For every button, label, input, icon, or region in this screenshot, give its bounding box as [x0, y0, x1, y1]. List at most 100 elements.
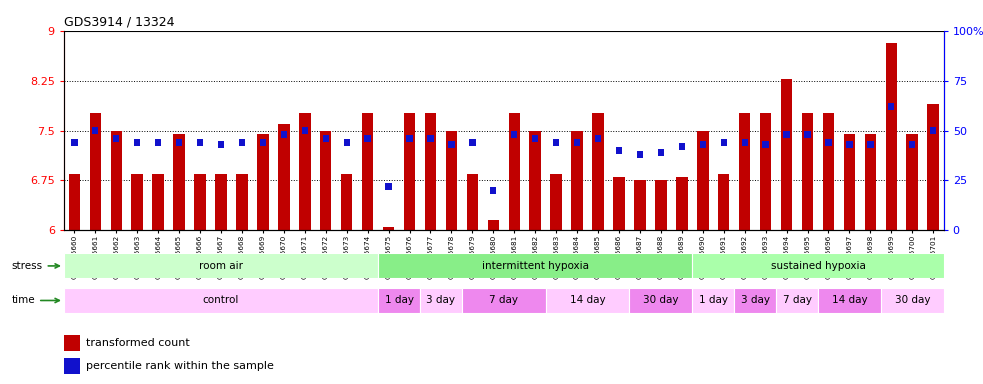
Bar — [92, 127, 98, 134]
Bar — [804, 131, 811, 138]
Bar — [629, 288, 692, 313]
Bar — [278, 124, 290, 230]
Text: intermittent hypoxia: intermittent hypoxia — [482, 261, 589, 271]
Bar — [777, 288, 818, 313]
Bar — [741, 139, 748, 146]
Bar — [867, 141, 874, 148]
Text: room air: room air — [199, 261, 243, 271]
Bar — [236, 174, 248, 230]
Bar — [843, 134, 855, 230]
Bar — [155, 139, 161, 146]
Bar — [378, 253, 692, 278]
Bar — [425, 113, 436, 230]
Bar — [692, 253, 944, 278]
Text: GDS3914 / 13324: GDS3914 / 13324 — [64, 15, 174, 28]
Bar — [676, 177, 687, 230]
Bar — [546, 288, 629, 313]
Bar — [700, 141, 706, 148]
Text: stress: stress — [12, 261, 59, 271]
Bar — [574, 139, 580, 146]
Bar — [823, 113, 835, 230]
Bar — [886, 43, 897, 230]
Bar — [64, 253, 378, 278]
Bar — [927, 104, 939, 230]
Bar — [406, 135, 413, 142]
Bar — [281, 131, 287, 138]
Bar — [110, 131, 122, 230]
Bar — [721, 139, 726, 146]
Text: sustained hypoxia: sustained hypoxia — [771, 261, 865, 271]
Bar — [382, 227, 394, 230]
Text: 3 day: 3 day — [740, 295, 770, 306]
Text: 3 day: 3 day — [427, 295, 455, 306]
Bar — [365, 135, 371, 142]
Bar — [865, 134, 876, 230]
Bar — [362, 113, 374, 230]
Bar — [553, 139, 559, 146]
Bar — [930, 127, 937, 134]
Bar — [508, 113, 520, 230]
Bar — [826, 139, 832, 146]
Bar — [302, 127, 308, 134]
Bar — [692, 288, 734, 313]
Bar — [593, 113, 604, 230]
Text: 30 day: 30 day — [895, 295, 930, 306]
Bar — [571, 131, 583, 230]
Bar — [322, 135, 329, 142]
Bar — [818, 288, 881, 313]
Bar — [467, 174, 478, 230]
Bar — [469, 139, 476, 146]
Bar — [64, 288, 378, 313]
Bar — [637, 151, 643, 158]
Bar — [783, 131, 789, 138]
Text: 30 day: 30 day — [643, 295, 678, 306]
Bar — [739, 113, 750, 230]
Bar — [134, 139, 141, 146]
Bar — [113, 135, 119, 142]
Bar — [906, 134, 918, 230]
Bar — [718, 174, 729, 230]
Bar — [378, 288, 420, 313]
Bar — [404, 113, 415, 230]
Bar — [64, 358, 80, 374]
Text: 14 day: 14 day — [832, 295, 867, 306]
Bar — [320, 131, 331, 230]
Bar — [173, 134, 185, 230]
Bar — [448, 141, 454, 148]
Bar — [195, 174, 205, 230]
Bar — [760, 113, 772, 230]
Bar — [781, 79, 792, 230]
Bar — [258, 134, 268, 230]
Bar — [218, 141, 224, 148]
Bar — [889, 103, 895, 110]
Bar — [71, 139, 78, 146]
Text: 14 day: 14 day — [570, 295, 606, 306]
Text: 1 day: 1 day — [384, 295, 414, 306]
Text: time: time — [12, 295, 59, 306]
Bar — [734, 288, 777, 313]
Bar — [595, 135, 602, 142]
Bar — [491, 187, 496, 194]
Bar — [132, 174, 143, 230]
Bar — [239, 139, 245, 146]
Text: transformed count: transformed count — [86, 338, 190, 348]
Bar — [697, 131, 709, 230]
Bar — [655, 180, 666, 230]
Text: 7 day: 7 day — [782, 295, 812, 306]
Bar — [909, 141, 915, 148]
Bar — [152, 174, 164, 230]
Bar — [197, 139, 203, 146]
Text: 7 day: 7 day — [490, 295, 518, 306]
Bar — [488, 220, 499, 230]
Text: control: control — [202, 295, 239, 306]
Bar — [260, 139, 266, 146]
Bar — [763, 141, 769, 148]
Text: percentile rank within the sample: percentile rank within the sample — [86, 361, 273, 371]
Bar — [299, 113, 311, 230]
Bar — [532, 135, 539, 142]
Bar — [176, 139, 182, 146]
Bar — [846, 141, 852, 148]
Bar — [881, 288, 944, 313]
Bar — [511, 131, 517, 138]
Bar — [802, 113, 813, 230]
